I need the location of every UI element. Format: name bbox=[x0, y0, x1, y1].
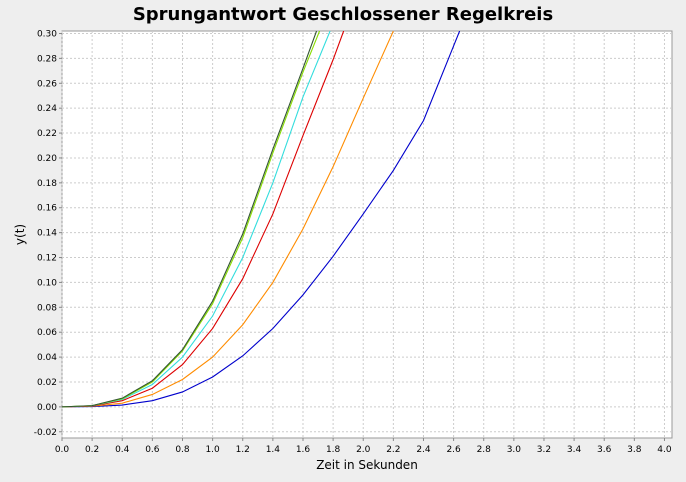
series-line-3 bbox=[62, 31, 345, 408]
x-tick-label: 3.0 bbox=[507, 445, 522, 455]
series-line-6 bbox=[62, 31, 318, 408]
x-tick-label: 1.0 bbox=[205, 445, 220, 455]
x-tick-label: 2.4 bbox=[416, 445, 431, 455]
y-axis-label: y(t) bbox=[13, 224, 27, 245]
x-tick-label: 3.6 bbox=[597, 445, 612, 455]
x-tick-label: 3.8 bbox=[627, 445, 642, 455]
x-tick-label: 1.4 bbox=[266, 445, 281, 455]
y-tick-label: 0.00 bbox=[37, 403, 57, 413]
x-tick-label: 0.8 bbox=[175, 445, 190, 455]
x-tick-label: 2.2 bbox=[386, 445, 400, 455]
x-tick-label: 0.4 bbox=[115, 445, 130, 455]
x-tick-label: 3.4 bbox=[567, 445, 582, 455]
y-tick-label: 0.06 bbox=[37, 328, 57, 338]
y-tick-label: 0.26 bbox=[37, 79, 57, 89]
x-axis-ticks: 0.0 0.2 0.4 0.6 0.8 1.0 1.2 1.4 1.6 1.8 2.0 2.2 2.4 2… bbox=[55, 438, 672, 455]
y-tick-label: 0.04 bbox=[37, 353, 57, 363]
y-tick-label: 0.18 bbox=[37, 179, 57, 189]
x-tick-label: 1.8 bbox=[326, 445, 341, 455]
y-tick-label: 0.24 bbox=[37, 104, 57, 114]
x-tick-label: 2.8 bbox=[477, 445, 492, 455]
x-tick-label: 2.6 bbox=[446, 445, 461, 455]
y-tick-label: -0.02 bbox=[34, 428, 57, 438]
x-tick-label: 0.0 bbox=[55, 445, 70, 455]
series-lines bbox=[62, 31, 461, 408]
plot-area bbox=[61, 30, 673, 439]
x-tick-label: 3.2 bbox=[537, 445, 551, 455]
x-tick-label: 4.0 bbox=[657, 445, 672, 455]
y-tick-label: 0.02 bbox=[37, 378, 57, 388]
x-axis-label: Zeit in Sekunden bbox=[316, 458, 418, 472]
series-line-1 bbox=[62, 31, 461, 408]
y-tick-label: 0.08 bbox=[37, 303, 57, 313]
x-tick-label: 0.6 bbox=[145, 445, 160, 455]
y-tick-label: 0.28 bbox=[37, 54, 57, 64]
y-axis-ticks: -0.02 0.00 0.02 0.04 0.06 0.08 0.10 0.12 0.14 0.1… bbox=[34, 29, 62, 438]
y-tick-label: 0.14 bbox=[37, 229, 57, 239]
y-tick-label: 0.20 bbox=[37, 154, 57, 164]
y-tick-label: 0.16 bbox=[37, 204, 57, 214]
series-line-2 bbox=[62, 31, 394, 408]
x-tick-label: 1.2 bbox=[236, 445, 250, 455]
y-tick-label: 0.10 bbox=[37, 278, 57, 288]
x-tick-label: 0.2 bbox=[85, 445, 99, 455]
x-tick-label: 2.0 bbox=[356, 445, 371, 455]
chart-title: Sprungantwort Geschlossener Regelkreis bbox=[132, 4, 554, 25]
y-tick-label: 0.22 bbox=[37, 129, 57, 139]
x-tick-label: 1.6 bbox=[296, 445, 311, 455]
y-tick-label: 0.30 bbox=[37, 29, 57, 39]
y-tick-label: 0.12 bbox=[37, 254, 57, 264]
